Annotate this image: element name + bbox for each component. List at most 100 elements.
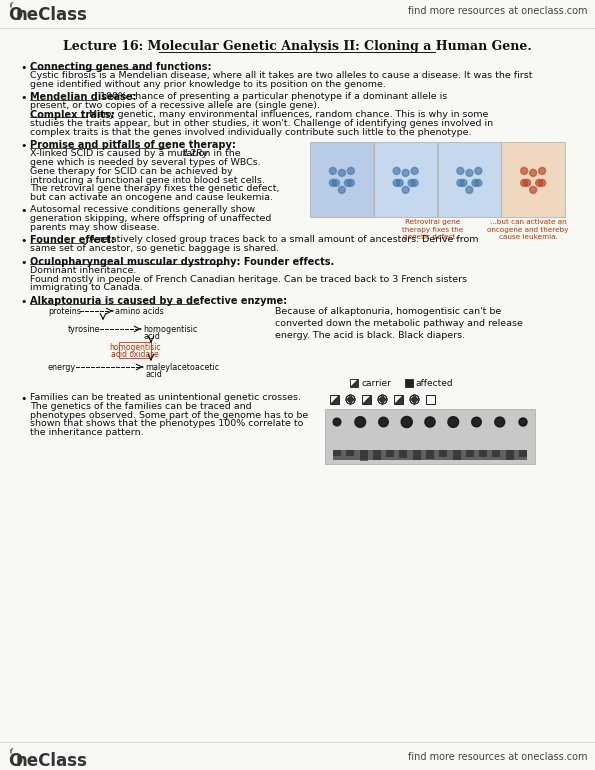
Bar bbox=[426, 450, 434, 457]
Text: gene which is needed by several types of WBCs.: gene which is needed by several types of… bbox=[30, 158, 261, 167]
Bar bbox=[350, 379, 358, 387]
Text: find more resources at oneclass.com: find more resources at oneclass.com bbox=[408, 6, 587, 16]
Bar bbox=[333, 450, 341, 461]
Circle shape bbox=[466, 169, 473, 176]
Circle shape bbox=[524, 179, 531, 186]
Circle shape bbox=[393, 167, 400, 174]
Text: amino acids: amino acids bbox=[115, 307, 164, 316]
Text: find more resources at oneclass.com: find more resources at oneclass.com bbox=[408, 752, 587, 762]
Text: Connecting genes and functions:: Connecting genes and functions: bbox=[30, 62, 211, 72]
Bar bbox=[439, 450, 447, 458]
Text: generation skipping, where offspring of unaffected: generation skipping, where offspring of … bbox=[30, 214, 271, 223]
Circle shape bbox=[519, 418, 527, 426]
Text: carrier: carrier bbox=[361, 379, 391, 388]
Circle shape bbox=[333, 179, 339, 186]
Text: Alkaptonuria is caused by a defective enzyme:: Alkaptonuria is caused by a defective en… bbox=[30, 296, 287, 306]
Circle shape bbox=[521, 167, 528, 174]
Bar bbox=[426, 395, 435, 404]
Text: The genetics of the families can be traced and: The genetics of the families can be trac… bbox=[30, 402, 252, 411]
Polygon shape bbox=[362, 395, 371, 404]
Circle shape bbox=[530, 169, 537, 176]
Text: Lecture 16: Molecular Genetic Analysis II: Cloning a Human Gene.: Lecture 16: Molecular Genetic Analysis I… bbox=[62, 40, 531, 53]
Polygon shape bbox=[350, 379, 358, 387]
Circle shape bbox=[472, 179, 479, 186]
Circle shape bbox=[536, 179, 543, 186]
Circle shape bbox=[460, 179, 467, 186]
Text: •: • bbox=[20, 206, 27, 216]
Circle shape bbox=[538, 179, 546, 186]
Text: studies the traits appear, but in other studies, it won't. Challenge of identify: studies the traits appear, but in other … bbox=[30, 119, 493, 128]
Text: Autosomal recessive conditions generally show: Autosomal recessive conditions generally… bbox=[30, 205, 255, 214]
Bar bbox=[330, 395, 339, 404]
Text: The retroviral gene therapy fixes the genetic defect,: The retroviral gene therapy fixes the ge… bbox=[30, 184, 280, 193]
Text: homogentisic: homogentisic bbox=[143, 325, 198, 334]
Text: •: • bbox=[20, 297, 27, 307]
Bar bbox=[501, 142, 565, 217]
Text: gene identified without any prior knowledge to its position on the genome.: gene identified without any prior knowle… bbox=[30, 79, 386, 89]
Text: •: • bbox=[20, 142, 27, 152]
Bar bbox=[466, 450, 474, 460]
Circle shape bbox=[330, 167, 336, 174]
Text: immigrating to Canada.: immigrating to Canada. bbox=[30, 283, 143, 293]
Circle shape bbox=[495, 417, 505, 427]
Text: acid oxidase: acid oxidase bbox=[111, 350, 159, 359]
Text: Promise and pitfalls of gene therapy:: Promise and pitfalls of gene therapy: bbox=[30, 140, 236, 150]
Circle shape bbox=[347, 167, 355, 174]
Text: maleylacetoacetic: maleylacetoacetic bbox=[145, 363, 219, 372]
Text: energy: energy bbox=[48, 363, 76, 372]
Polygon shape bbox=[378, 395, 387, 404]
Circle shape bbox=[475, 167, 482, 174]
Text: Complex traits:: Complex traits: bbox=[30, 110, 115, 120]
Text: Oculopharyngeal muscular dystrophy: Founder effects.: Oculopharyngeal muscular dystrophy: Foun… bbox=[30, 257, 334, 267]
Circle shape bbox=[411, 167, 418, 174]
Bar bbox=[437, 142, 501, 217]
Text: complex traits is that the genes involved individually contribute such little to: complex traits is that the genes involve… bbox=[30, 128, 471, 136]
Bar bbox=[394, 395, 403, 404]
Polygon shape bbox=[394, 395, 403, 404]
Circle shape bbox=[378, 395, 387, 404]
Bar bbox=[374, 142, 437, 217]
Text: X-linked SCID is caused by a mutation in the: X-linked SCID is caused by a mutation in… bbox=[30, 149, 243, 158]
Circle shape bbox=[466, 186, 473, 193]
Text: O: O bbox=[8, 6, 22, 24]
Circle shape bbox=[355, 417, 365, 427]
Bar bbox=[519, 450, 527, 462]
Bar bbox=[373, 450, 381, 456]
Polygon shape bbox=[346, 395, 355, 404]
Circle shape bbox=[538, 167, 546, 174]
Text: Ø: Ø bbox=[8, 6, 22, 24]
Circle shape bbox=[408, 179, 415, 186]
Circle shape bbox=[410, 395, 419, 404]
Bar bbox=[453, 450, 461, 458]
Text: tyrosine: tyrosine bbox=[68, 325, 101, 334]
Text: proteins: proteins bbox=[48, 307, 81, 316]
Circle shape bbox=[521, 179, 528, 186]
Text: •: • bbox=[20, 258, 27, 268]
Circle shape bbox=[411, 179, 418, 186]
Text: O: O bbox=[8, 752, 22, 770]
Text: •: • bbox=[20, 394, 27, 404]
Text: acid: acid bbox=[143, 332, 160, 341]
Text: shown that shows that the phenotypes 100% correlate to: shown that shows that the phenotypes 100… bbox=[30, 420, 303, 428]
Circle shape bbox=[457, 167, 464, 174]
Bar bbox=[413, 450, 421, 460]
Bar bbox=[325, 409, 535, 464]
Text: but can activate an oncogene and cause leukemia.: but can activate an oncogene and cause l… bbox=[30, 193, 273, 203]
Text: Cystic fibrosis is a Mendelian disease, where all it takes are two alleles to ca: Cystic fibrosis is a Mendelian disease, … bbox=[30, 71, 533, 80]
Circle shape bbox=[396, 179, 403, 186]
Text: A relatively closed group traces back to a small amount of ancestors. Derive fro: A relatively closed group traces back to… bbox=[86, 236, 478, 244]
Bar bbox=[333, 450, 527, 460]
Text: introducing a functional gene into blood set cells.: introducing a functional gene into blood… bbox=[30, 176, 265, 185]
Bar bbox=[119, 342, 151, 358]
Circle shape bbox=[475, 179, 482, 186]
Circle shape bbox=[472, 417, 481, 427]
Circle shape bbox=[425, 417, 435, 427]
Circle shape bbox=[346, 395, 355, 404]
Bar bbox=[405, 379, 413, 387]
Text: phenotypes observed. Some part of the genome has to be: phenotypes observed. Some part of the ge… bbox=[30, 410, 308, 420]
Text: Found mostly in people of French Canadian heritage. Can be traced back to 3 Fren: Found mostly in people of French Canadia… bbox=[30, 275, 467, 283]
Bar bbox=[346, 450, 354, 457]
Text: IL2Ry: IL2Ry bbox=[183, 149, 209, 158]
Circle shape bbox=[457, 179, 464, 186]
Polygon shape bbox=[330, 395, 339, 404]
